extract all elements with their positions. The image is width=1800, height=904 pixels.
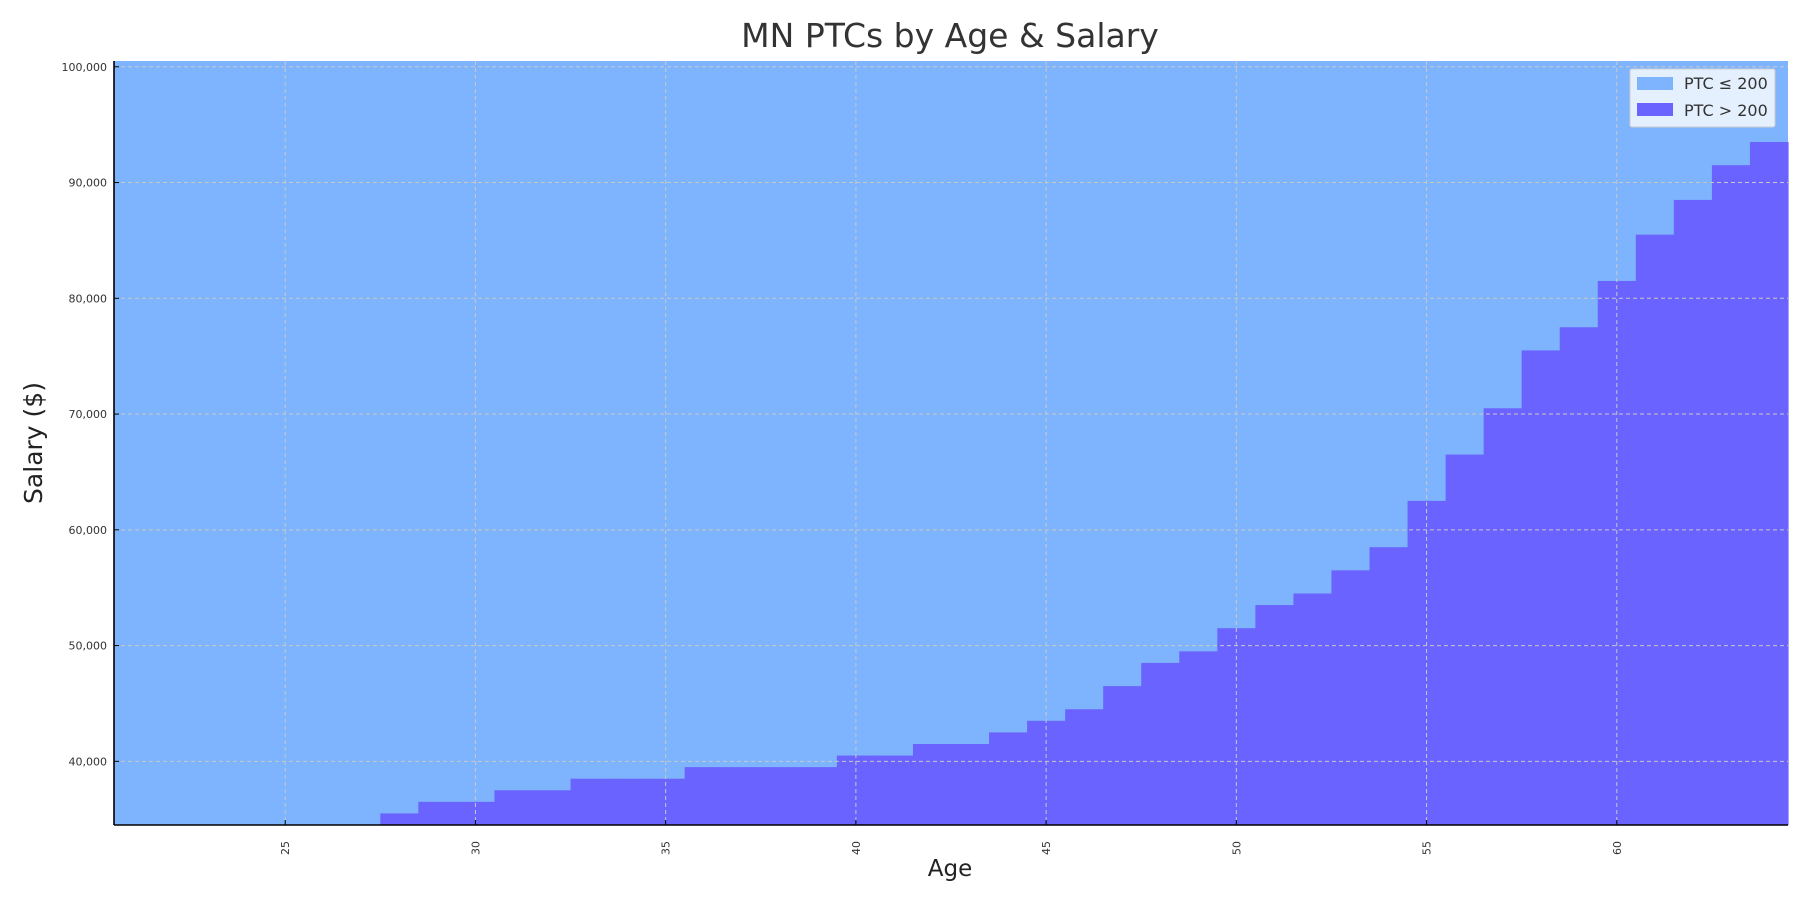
x-tick-label: 45 <box>1040 841 1053 855</box>
bar-ptc-gt-200 <box>760 767 800 825</box>
bar-ptc-gt-200 <box>1331 570 1371 825</box>
bar-ptc-gt-200 <box>570 778 610 825</box>
bar-ptc-gt-200 <box>608 778 648 825</box>
bar-ptc-gt-200 <box>1065 709 1104 825</box>
bar-ptc-gt-200 <box>1711 165 1751 825</box>
bar-ptc-gt-200 <box>722 767 762 825</box>
bar-ptc-gt-200 <box>1293 593 1333 825</box>
bar-ptc-gt-200 <box>684 767 724 825</box>
bar-ptc-gt-200 <box>951 743 990 825</box>
bar-ptc-gt-200 <box>798 767 838 825</box>
bar-ptc-gt-200 <box>1483 408 1523 825</box>
bar-ptc-gt-200 <box>532 790 572 825</box>
bar-ptc-gt-200 <box>1445 454 1485 825</box>
y-tick-label: 70,000 <box>69 408 108 421</box>
tick-labels: 25 30 35 40 45 50 55 60 40,000 50,000 60,000 70,000… <box>62 61 1624 855</box>
bar-ptc-gt-200 <box>874 755 914 825</box>
x-tick-label: 40 <box>850 841 863 855</box>
bar-ptc-gt-200 <box>1255 605 1295 825</box>
x-tick-label: 25 <box>279 841 292 855</box>
bar-ptc-gt-200 <box>1103 686 1142 825</box>
legend: PTC ≤ 200 PTC > 200 <box>1629 68 1776 128</box>
bar-ptc-gt-200 <box>1559 327 1599 825</box>
bar-ptc-gt-200 <box>494 790 534 825</box>
axes <box>113 61 1788 826</box>
x-tick-label: 55 <box>1421 841 1434 855</box>
grid-lines <box>114 61 1788 825</box>
bar-ptc-gt-200 <box>1521 350 1561 825</box>
x-axis-label: Age <box>928 856 972 882</box>
y-tick-label: 80,000 <box>69 292 108 305</box>
y-tick-label: 50,000 <box>69 640 108 653</box>
bar-ptc-gt-200 <box>1749 142 1789 826</box>
legend-label-ptc-le-200: PTC ≤ 200 <box>1684 74 1768 93</box>
x-tick-label: 60 <box>1611 841 1624 855</box>
y-tick-label: 100,000 <box>62 61 108 74</box>
bar-ptc-gt-200 <box>418 801 458 825</box>
y-axis-label: Salary ($) <box>19 382 48 504</box>
x-tick-label: 35 <box>660 841 673 855</box>
bar-ptc-gt-200 <box>380 813 419 825</box>
legend-label-ptc-gt-200: PTC > 200 <box>1684 101 1768 120</box>
bar-ptc-gt-200 <box>1141 662 1180 825</box>
x-tick-label: 50 <box>1230 841 1243 855</box>
bar-ptc-gt-200 <box>1179 651 1218 825</box>
bar-ptc-gt-200 <box>1369 547 1409 825</box>
legend-swatch-ptc-gt-200 <box>1637 103 1673 116</box>
bar-ptc-gt-200 <box>1027 720 1066 825</box>
legend-swatch-ptc-le-200 <box>1637 77 1673 90</box>
bar-ptc-gt-200 <box>989 732 1028 825</box>
y-tick-label: 60,000 <box>69 524 108 537</box>
y-tick-label: 40,000 <box>69 755 108 768</box>
chart-title: MN PTCs by Age & Salary <box>741 16 1159 55</box>
x-tick-label: 30 <box>469 841 482 855</box>
plot-area <box>114 61 1789 826</box>
bar-ptc-gt-200 <box>1673 199 1713 826</box>
y-tick-label: 90,000 <box>69 177 108 190</box>
bar-ptc-gt-200 <box>912 743 952 825</box>
